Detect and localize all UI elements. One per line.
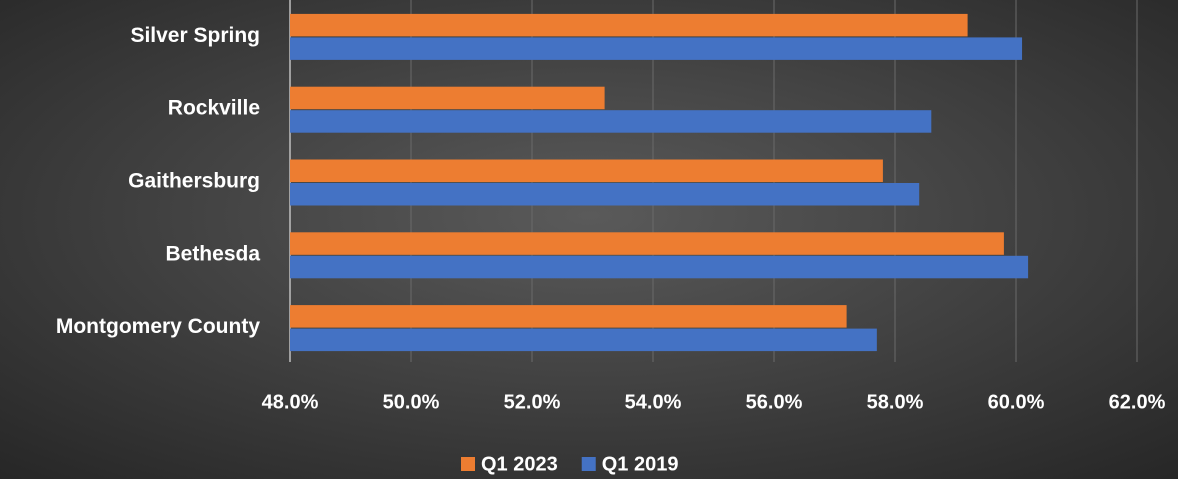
y-tick-label: Rockville xyxy=(168,97,260,120)
y-tick-label: Bethesda xyxy=(165,242,260,265)
x-tick-label: 62.0% xyxy=(1109,391,1166,413)
x-tick-label: 52.0% xyxy=(504,391,561,413)
bar xyxy=(290,86,605,110)
bar xyxy=(290,328,877,352)
x-tick-label: 58.0% xyxy=(867,391,924,413)
bar xyxy=(290,110,932,133)
y-tick-label: Gaithersburg xyxy=(128,170,260,193)
x-tick-label: 50.0% xyxy=(383,391,440,413)
legend-swatch xyxy=(581,457,596,471)
bar xyxy=(290,255,1029,279)
bar xyxy=(290,183,920,206)
x-tick-label: 54.0% xyxy=(625,391,682,413)
bar xyxy=(290,37,1023,60)
bar xyxy=(290,13,968,37)
bar xyxy=(290,159,883,182)
x-tick-label: 60.0% xyxy=(988,391,1045,413)
bar xyxy=(290,305,847,328)
y-tick-label: Montgomery County xyxy=(56,315,260,338)
x-tick-label: 56.0% xyxy=(746,391,803,413)
x-tick-label: 48.0% xyxy=(262,391,319,413)
bar xyxy=(290,232,1004,255)
legend-label: Q1 2019 xyxy=(602,453,679,475)
legend-label: Q1 2023 xyxy=(481,453,558,475)
y-tick-label: Silver Spring xyxy=(130,24,260,47)
legend-swatch xyxy=(461,457,475,471)
